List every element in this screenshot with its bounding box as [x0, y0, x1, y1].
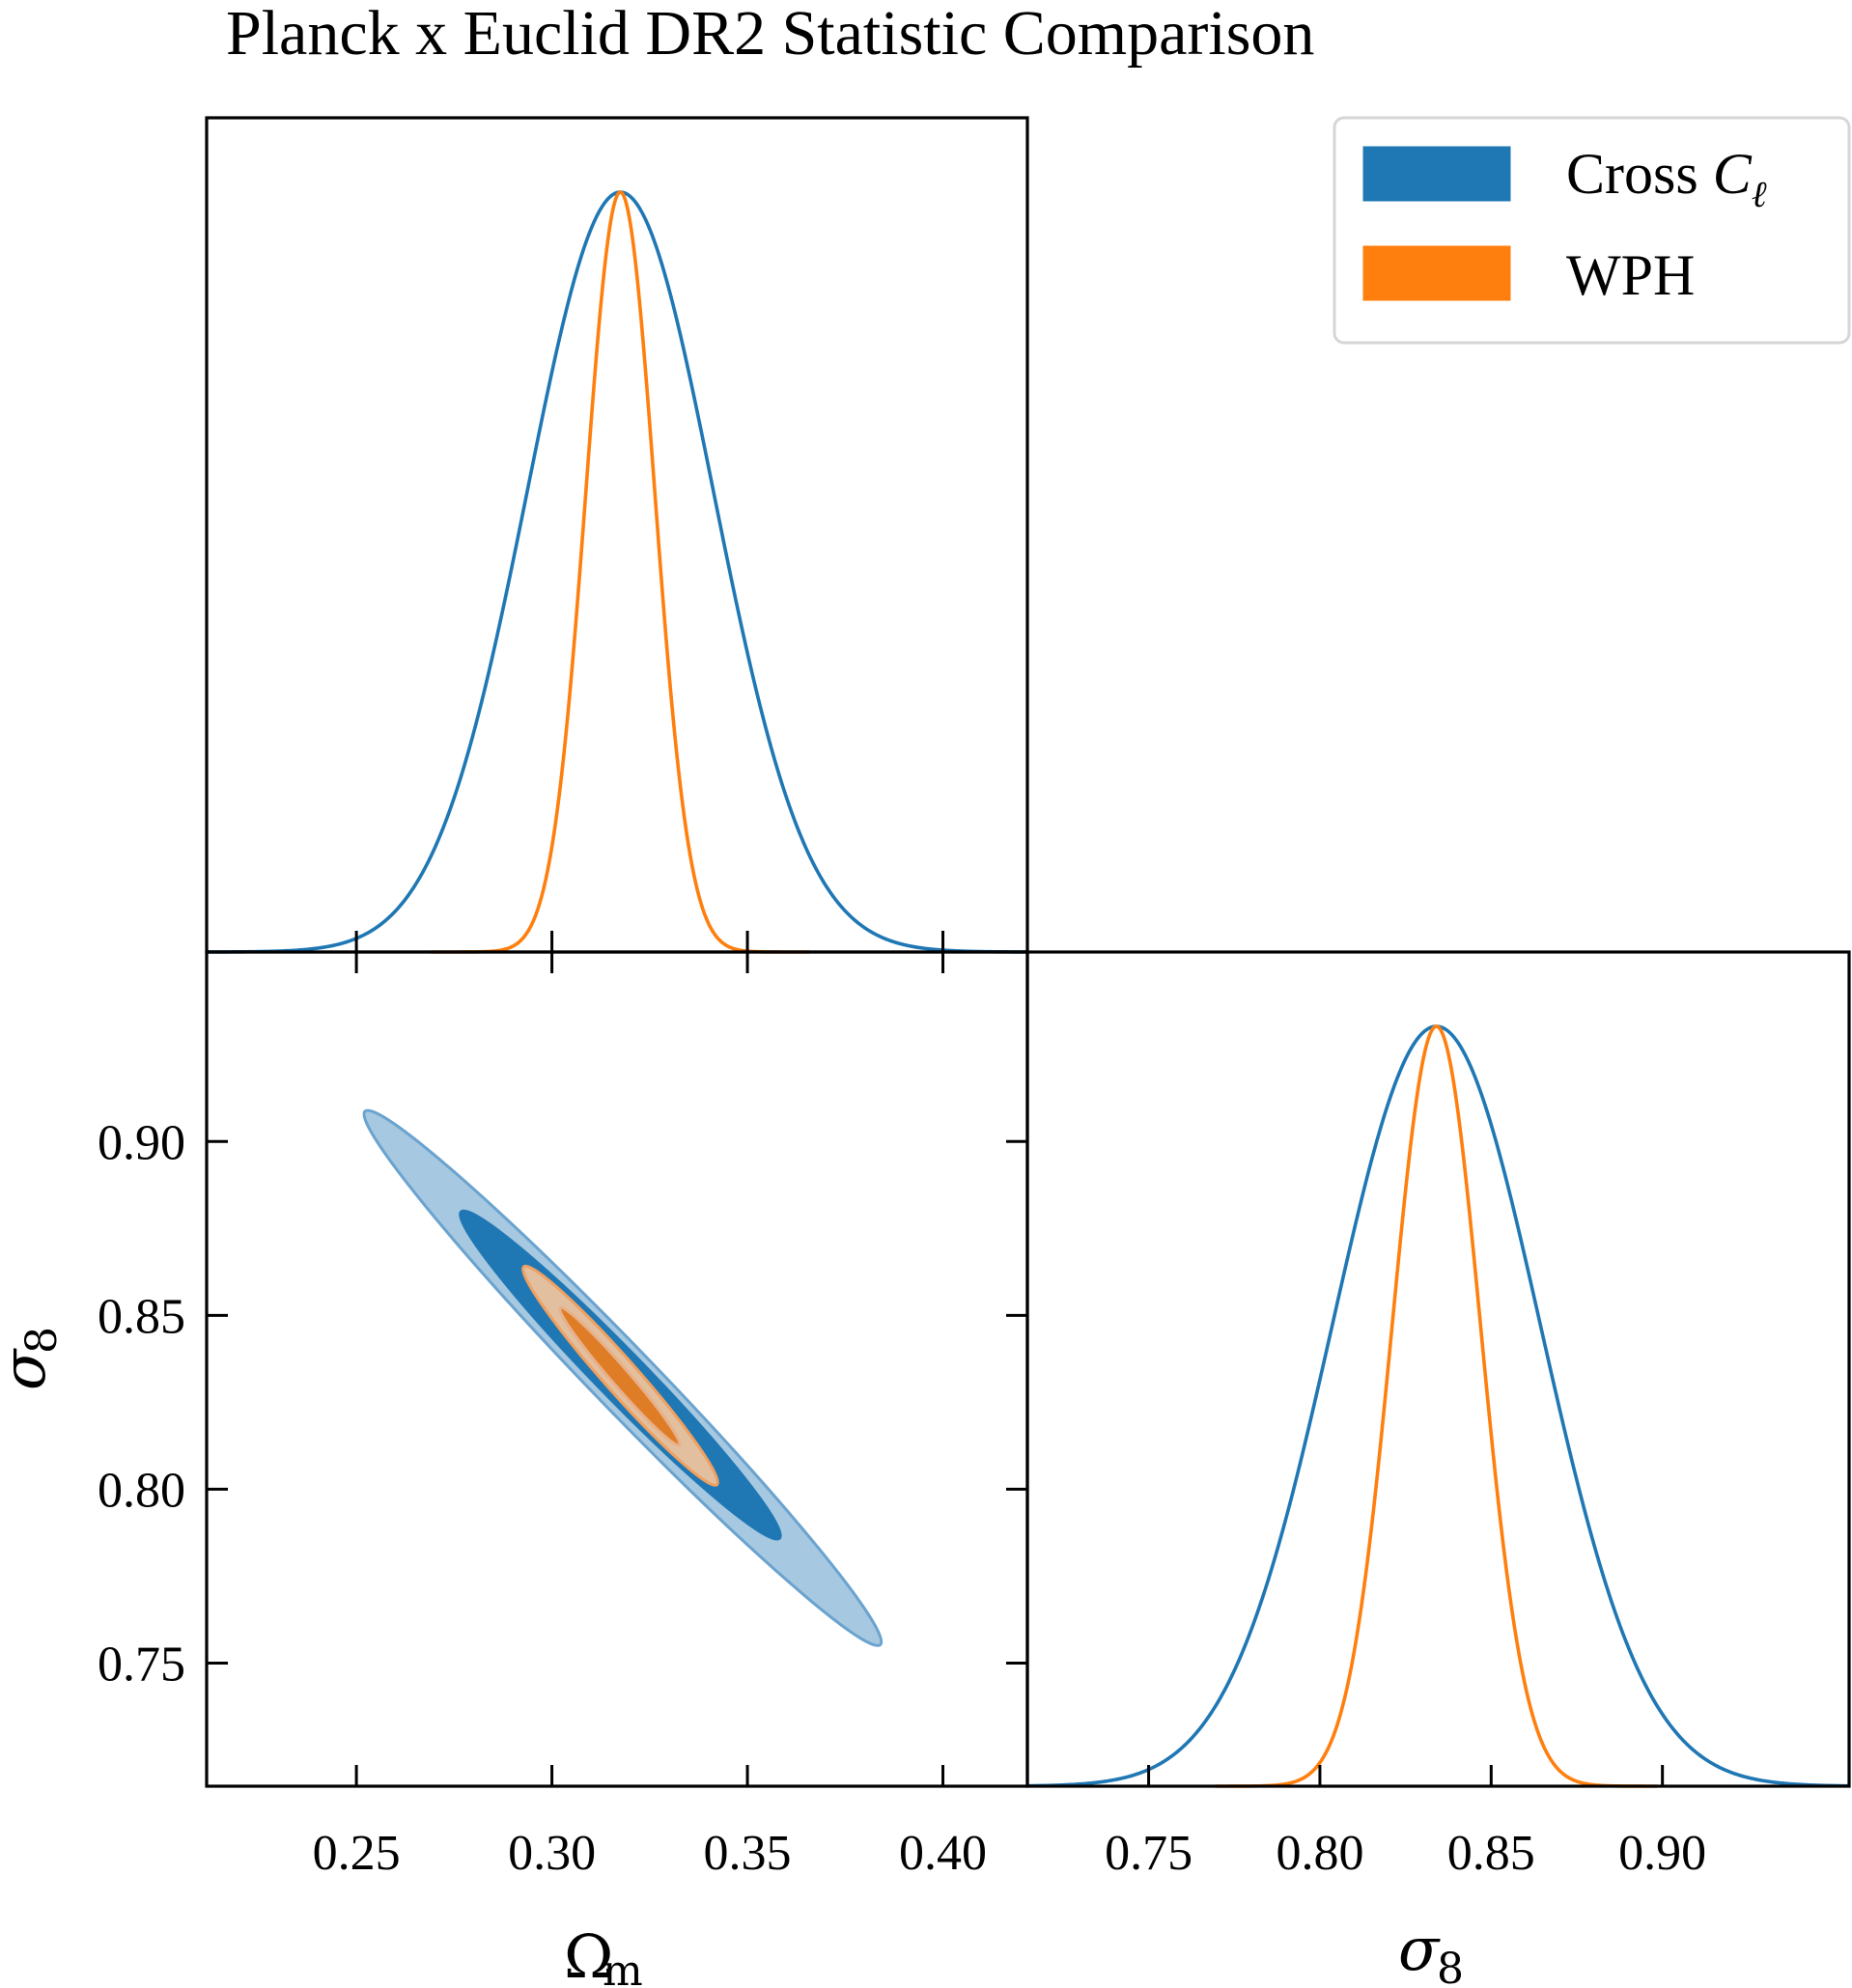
x-axis-label-sigma-symbol: σ	[1398, 1914, 1441, 1984]
frame-omega-marginal	[205, 116, 1029, 954]
axis-ticks	[207, 931, 1665, 1786]
y-axis-label-sigma-8: σ 8	[0, 1327, 67, 1390]
contour-wph-sigma1	[558, 1305, 682, 1447]
x-axis-label-sigma-8: σ 8	[1398, 1914, 1464, 1988]
panel-sigma8-marginal	[1026, 1024, 1850, 1788]
legend-label-wph: WPH	[1566, 243, 1695, 307]
panel-omega-m-marginal	[207, 190, 1027, 954]
axis-tick-labels: 0.25 0.30 0.35 0.40 0.75 0.75 0.80 0.80 0.85 0.85…	[98, 1115, 1706, 1881]
x-axis-label-omega-m: Ω m	[564, 1921, 643, 1988]
marginal-curve-omega-m-cross-cl	[207, 190, 1027, 954]
x-tick-label-sigma-8: 0.75	[1105, 1826, 1193, 1881]
y-tick-label-sigma-8: 0.85	[98, 1289, 185, 1344]
marginal-curve-sigma-8-wph	[1215, 1024, 1658, 1788]
legend-label-cross-math: C	[1713, 142, 1753, 206]
legend-swatch-wph	[1362, 245, 1511, 301]
legend-label-cross-cl: Cross Cℓ	[1566, 142, 1767, 215]
x-tick-label-sigma-8: 0.85	[1447, 1826, 1535, 1881]
x-axis-label-omega-symbol: Ω	[564, 1921, 613, 1988]
marginal-curve-omega-m-wph	[431, 190, 810, 954]
y-axis-label-sigma-sub: 8	[17, 1327, 67, 1354]
x-axis-label-omega-sub: m	[603, 1946, 643, 1988]
x-tick-label-omega-m: 0.25	[313, 1826, 401, 1881]
panel-omega-m-sigma8-contours	[362, 1108, 884, 1647]
x-tick-label-omega-m: 0.35	[704, 1826, 792, 1881]
y-axis-label-sigma-symbol: σ	[0, 1348, 59, 1390]
y-tick-label-sigma-8: 0.90	[98, 1115, 185, 1170]
legend-label-cross-sub: ℓ	[1752, 175, 1767, 215]
legend-swatch-cross-cl	[1362, 146, 1511, 202]
marginal-curve-sigma-8-cross-cl	[1026, 1024, 1850, 1788]
x-tick-label-omega-m: 0.40	[899, 1826, 987, 1881]
legend-label-cross-text: Cross	[1566, 142, 1713, 206]
y-tick-label-sigma-8: 0.75	[98, 1638, 185, 1693]
x-axis-label-sigma-sub: 8	[1437, 1945, 1464, 1988]
x-tick-label-omega-m: 0.30	[508, 1826, 596, 1881]
frame-sigma-marginal	[1025, 950, 1851, 1788]
y-tick-label-sigma-8: 0.80	[98, 1463, 185, 1518]
chart-title: Planck x Euclid DR2 Statistic Comparison	[226, 0, 1314, 69]
x-tick-label-sigma-8: 0.80	[1276, 1826, 1363, 1881]
legend: Cross Cℓ WPH	[1333, 116, 1851, 345]
x-tick-label-sigma-8: 0.90	[1618, 1826, 1706, 1881]
